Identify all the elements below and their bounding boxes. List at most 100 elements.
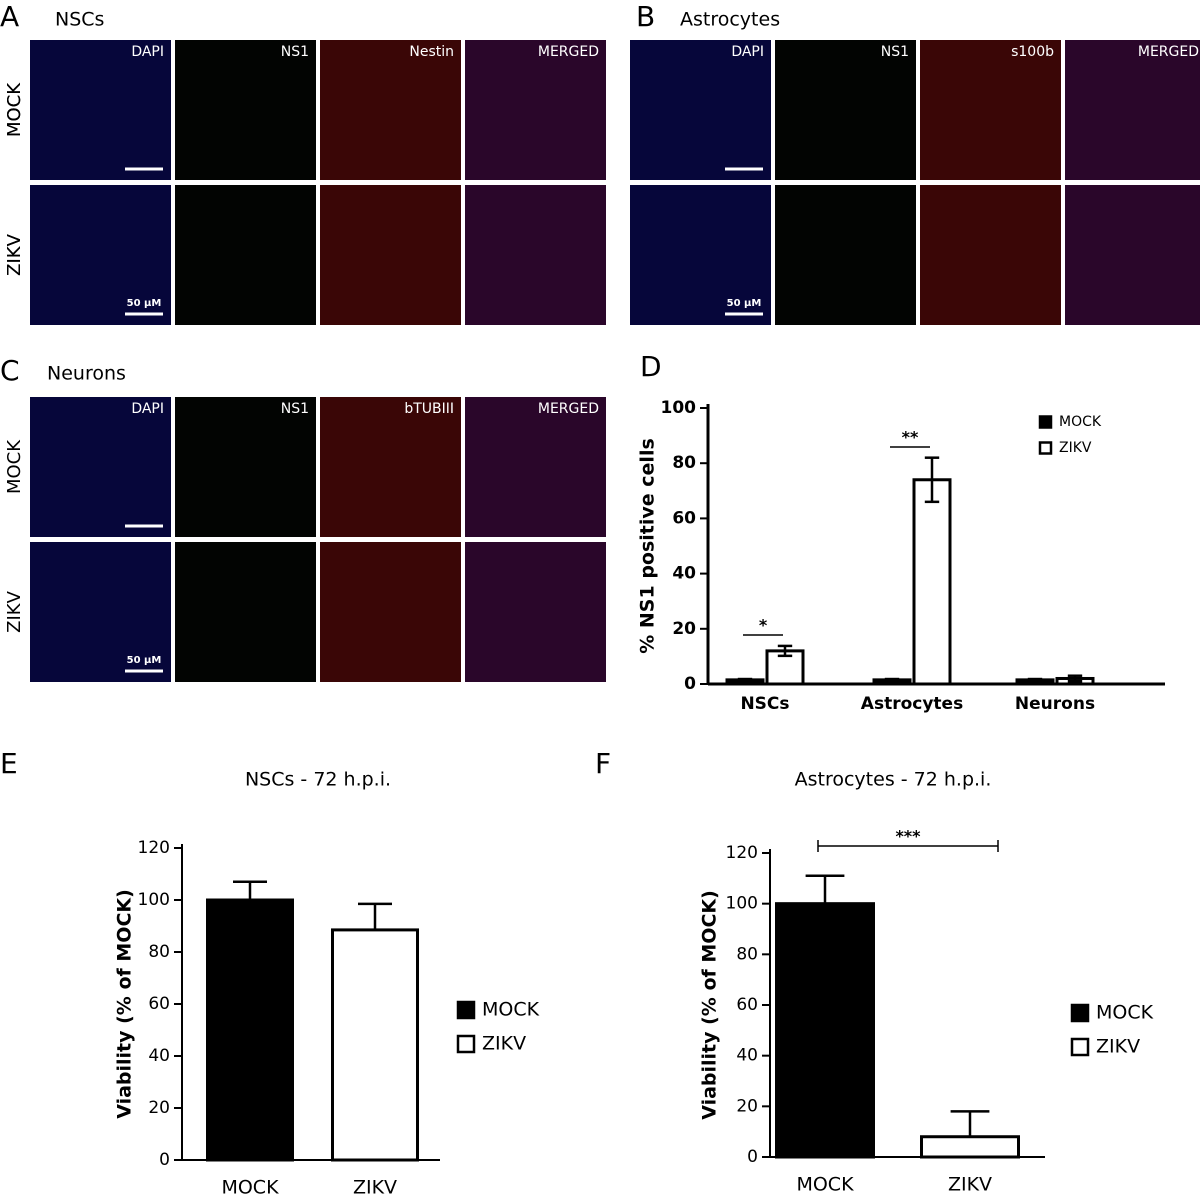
micrograph bbox=[175, 40, 316, 180]
micrograph bbox=[320, 40, 461, 180]
legend-swatch bbox=[1038, 441, 1053, 455]
y-tick-label: 100 bbox=[661, 398, 697, 418]
y-tick-label: 100 bbox=[138, 890, 170, 910]
x-tick-label: Astrocytes bbox=[861, 694, 963, 714]
channel-label: MERGED bbox=[538, 401, 599, 417]
bar bbox=[331, 928, 419, 1162]
bar bbox=[775, 902, 875, 1159]
legend-swatch bbox=[456, 1000, 476, 1020]
panel-title: Astrocytes bbox=[680, 9, 780, 31]
legend-swatch bbox=[456, 1034, 476, 1054]
row-label: MOCK bbox=[4, 82, 25, 137]
channel-label: DAPI bbox=[131, 401, 164, 417]
micrograph bbox=[320, 397, 461, 537]
legend-label: MOCK bbox=[1059, 414, 1102, 430]
row-label: ZIKV bbox=[4, 233, 25, 275]
micrograph bbox=[1065, 40, 1200, 180]
panel-letter: B bbox=[636, 0, 655, 33]
x-tick-label: MOCK bbox=[221, 1177, 279, 1195]
bar bbox=[920, 1135, 1020, 1159]
micrograph bbox=[920, 185, 1061, 325]
y-tick-label: 60 bbox=[672, 508, 696, 528]
micrograph bbox=[465, 397, 606, 537]
significance-label: ** bbox=[902, 428, 919, 447]
legend-label: ZIKV bbox=[1059, 440, 1092, 456]
y-tick-label: 20 bbox=[672, 619, 696, 639]
channel-label: DAPI bbox=[731, 44, 764, 60]
legend-label: ZIKV bbox=[1096, 1036, 1140, 1058]
y-tick-label: 120 bbox=[138, 838, 170, 858]
panel-letter: A bbox=[0, 0, 19, 33]
scale-bar-label: 50 μM bbox=[727, 298, 762, 309]
bar bbox=[912, 478, 952, 686]
significance-label: *** bbox=[895, 827, 921, 846]
micrograph bbox=[920, 40, 1061, 180]
y-tick-label: 60 bbox=[148, 994, 170, 1014]
x-tick-label: NSCs bbox=[740, 694, 789, 714]
y-tick-label: 40 bbox=[736, 1046, 758, 1066]
panel-letter: F bbox=[595, 747, 611, 780]
y-axis-label: Viability (% of MOCK) bbox=[699, 890, 721, 1120]
row-label: MOCK bbox=[4, 82, 25, 137]
micrograph bbox=[465, 542, 606, 682]
scale-bar-label: 50 μM bbox=[127, 298, 162, 309]
y-tick-label: 80 bbox=[672, 453, 696, 473]
micrograph bbox=[465, 185, 606, 325]
channel-label: Nestin bbox=[409, 44, 454, 60]
legend-swatch bbox=[1070, 1037, 1090, 1057]
x-tick-label: MOCK bbox=[796, 1174, 854, 1195]
y-axis-label: Viability (% of MOCK) bbox=[114, 889, 136, 1119]
y-tick-label: 100 bbox=[726, 894, 758, 914]
micrograph bbox=[630, 40, 771, 180]
micrograph bbox=[630, 185, 771, 325]
legend-swatch bbox=[1070, 1003, 1090, 1023]
x-tick-label: ZIKV bbox=[948, 1174, 992, 1195]
chart-title: NSCs - 72 h.p.i. bbox=[245, 769, 391, 791]
y-tick-label: 80 bbox=[148, 942, 170, 962]
y-tick-label: 80 bbox=[736, 944, 758, 964]
legend-label: MOCK bbox=[482, 999, 540, 1021]
y-tick-label: 120 bbox=[726, 843, 758, 863]
panel-letter: C bbox=[0, 354, 20, 387]
channel-label: bTUBIII bbox=[404, 401, 454, 417]
legend-swatch bbox=[1038, 415, 1053, 429]
micrograph bbox=[1065, 185, 1200, 325]
channel-label: NS1 bbox=[281, 44, 309, 60]
x-tick-label: ZIKV bbox=[353, 1177, 397, 1195]
y-tick-label: 0 bbox=[684, 674, 696, 694]
channel-label: MERGED bbox=[538, 44, 599, 60]
panel-title: Neurons bbox=[47, 363, 126, 385]
micrograph bbox=[30, 397, 171, 537]
micrograph bbox=[320, 542, 461, 682]
y-tick-label: 0 bbox=[159, 1150, 170, 1170]
micrograph bbox=[175, 185, 316, 325]
y-axis-label: % NS1 positive cells bbox=[637, 438, 659, 654]
micrograph bbox=[175, 542, 316, 682]
legend-label: ZIKV bbox=[482, 1033, 526, 1055]
row-label: MOCK bbox=[4, 439, 25, 494]
y-tick-label: 40 bbox=[672, 564, 696, 584]
y-tick-label: 0 bbox=[747, 1147, 758, 1167]
channel-label: MERGED bbox=[1138, 44, 1199, 60]
panel-letter: E bbox=[0, 747, 18, 780]
micrograph bbox=[30, 185, 171, 325]
micrograph bbox=[175, 397, 316, 537]
y-tick-label: 60 bbox=[736, 995, 758, 1015]
panel-title: NSCs bbox=[55, 9, 104, 31]
micrograph bbox=[775, 185, 916, 325]
micrograph bbox=[30, 40, 171, 180]
bar bbox=[206, 898, 294, 1162]
y-tick-label: 20 bbox=[148, 1098, 170, 1118]
legend-label: MOCK bbox=[1096, 1002, 1154, 1024]
channel-label: NS1 bbox=[281, 401, 309, 417]
y-tick-label: 20 bbox=[736, 1096, 758, 1116]
channel-label: s100b bbox=[1011, 44, 1054, 60]
channel-label: NS1 bbox=[881, 44, 909, 60]
chart-title: Astrocytes - 72 h.p.i. bbox=[795, 769, 992, 791]
micrograph bbox=[320, 185, 461, 325]
micrograph bbox=[775, 40, 916, 180]
micrograph bbox=[465, 40, 606, 180]
x-tick-label: Neurons bbox=[1015, 694, 1095, 714]
y-tick-label: 40 bbox=[148, 1046, 170, 1066]
